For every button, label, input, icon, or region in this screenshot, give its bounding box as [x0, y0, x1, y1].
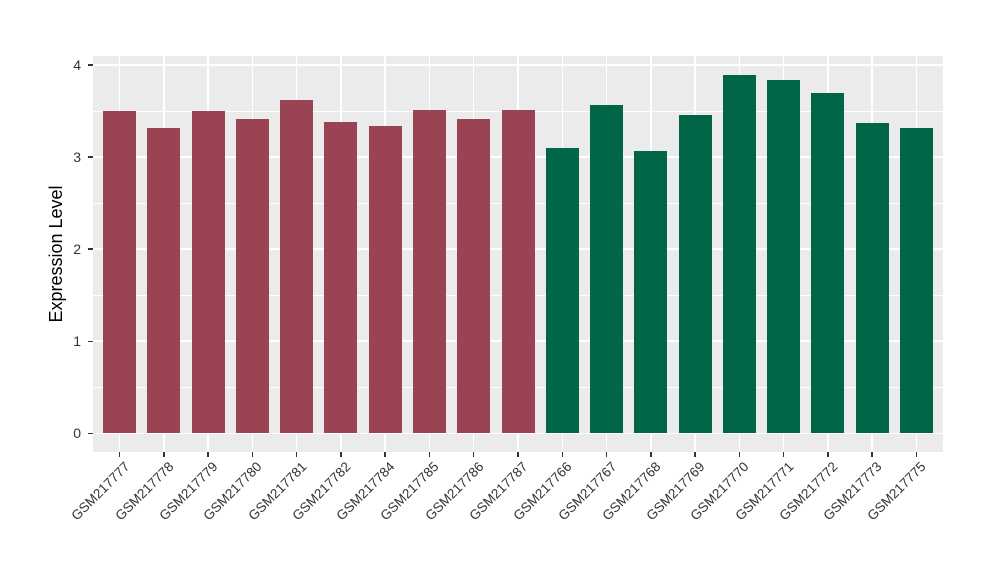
- x-tick-mark: [738, 452, 741, 457]
- y-tick-mark: [88, 248, 93, 250]
- y-tick-label: 2: [73, 241, 81, 258]
- bar: [855, 122, 889, 434]
- bar: [590, 105, 624, 434]
- bar: [678, 114, 712, 434]
- y-tick-mark: [88, 432, 93, 434]
- x-tick-mark: [915, 452, 918, 457]
- bar: [457, 119, 491, 434]
- x-tick-mark: [251, 452, 254, 457]
- bar: [235, 119, 269, 434]
- bar: [368, 125, 402, 434]
- x-tick-mark: [340, 452, 342, 457]
- x-tick-mark: [782, 452, 785, 457]
- bar: [899, 127, 933, 434]
- x-tick-mark: [428, 452, 431, 457]
- x-tick-mark: [163, 452, 165, 457]
- bar: [280, 99, 314, 434]
- x-tick-mark: [207, 452, 209, 457]
- bar: [501, 110, 535, 434]
- y-tick-mark: [88, 64, 93, 66]
- bar: [767, 79, 801, 434]
- x-tick-mark: [605, 452, 608, 457]
- y-tick-mark: [88, 156, 93, 158]
- bar: [634, 151, 668, 434]
- bar: [722, 75, 756, 434]
- bar: [811, 93, 845, 434]
- x-tick-mark: [561, 452, 563, 457]
- bar: [412, 110, 446, 434]
- x-tick-mark: [694, 452, 696, 457]
- x-tick-mark: [650, 452, 652, 457]
- plot-panel: [93, 56, 943, 452]
- x-tick-mark: [118, 452, 121, 457]
- bar: [191, 110, 225, 434]
- x-tick-mark: [295, 452, 298, 457]
- bar: [324, 122, 358, 434]
- x-tick-mark: [827, 452, 829, 457]
- bar: [103, 110, 137, 434]
- x-tick-mark: [473, 452, 475, 457]
- y-tick-label: 1: [73, 333, 81, 350]
- y-tick-label: 3: [73, 149, 81, 165]
- x-tick-mark: [384, 452, 386, 457]
- y-tick-label: 4: [73, 56, 81, 73]
- y-tick-mark: [88, 340, 93, 342]
- x-tick-mark: [871, 452, 873, 457]
- bar: [147, 127, 181, 434]
- y-tick-label: 0: [73, 425, 81, 442]
- bar: [545, 147, 579, 434]
- x-tick-mark: [517, 452, 519, 457]
